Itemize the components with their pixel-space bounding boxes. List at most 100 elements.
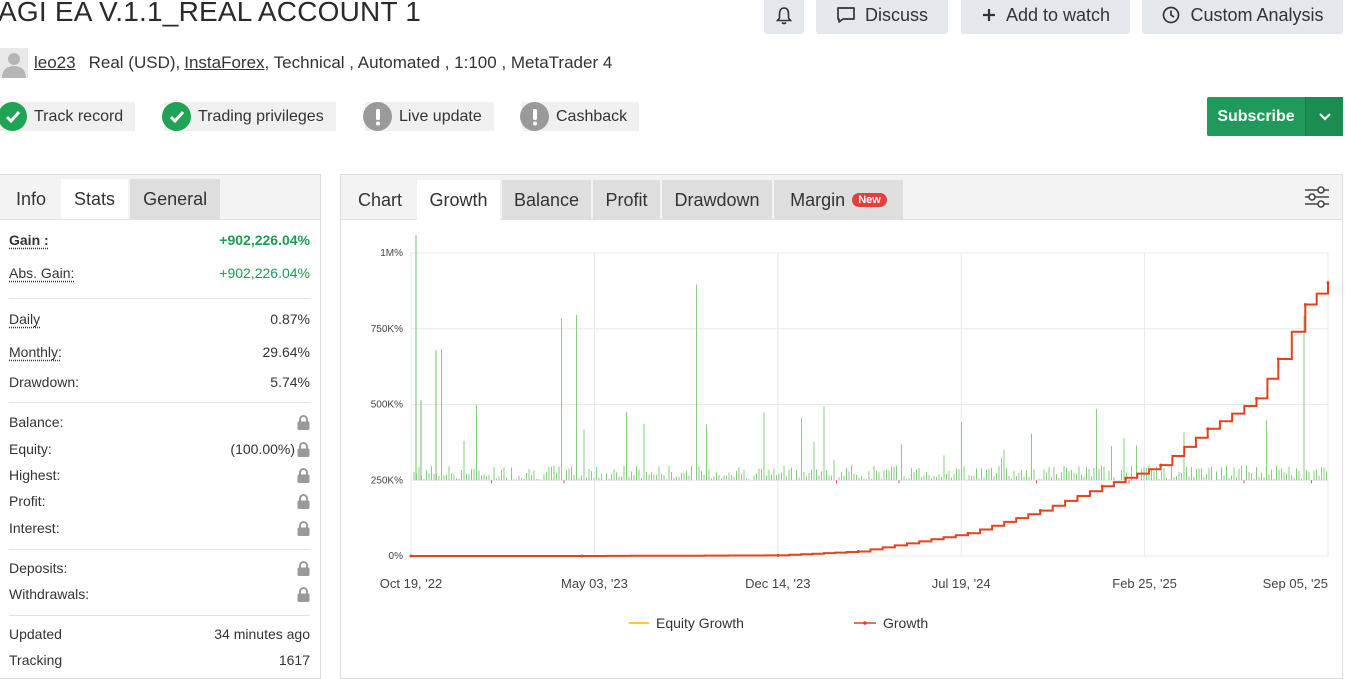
chart-settings-button[interactable] xyxy=(1304,185,1330,214)
growth-point xyxy=(580,554,584,558)
lock-icon[interactable] xyxy=(297,560,310,576)
badge-track-record[interactable]: Track record xyxy=(0,102,136,131)
lock-icon[interactable] xyxy=(297,520,310,536)
legend-marker xyxy=(854,621,876,625)
lock-icon[interactable] xyxy=(297,467,310,483)
stat-label: Interest: xyxy=(9,520,60,536)
stats-tabs: Info Stats General xyxy=(0,175,320,220)
stat-label[interactable]: Gain : xyxy=(9,232,49,248)
stat-equity: Equity: (100.00%) xyxy=(9,439,310,459)
stat-abs-gain: Abs. Gain: +902,226.04% xyxy=(9,263,310,283)
stat-value: 1617 xyxy=(278,652,310,668)
tab-balance[interactable]: Balance xyxy=(502,180,591,220)
add-to-watch-label: Add to watch xyxy=(1005,4,1111,25)
subscribe-label: Subscribe xyxy=(1217,107,1295,125)
chevron-down-icon xyxy=(1318,112,1331,121)
divider xyxy=(9,298,310,299)
check-icon xyxy=(0,102,27,131)
chart-tabs: Chart Growth Balance Profit Drawdown Mar… xyxy=(341,175,1342,220)
tab-growth[interactable]: Growth xyxy=(417,180,500,220)
x-tick-label: Jul 19, '24 xyxy=(932,576,991,591)
account-type: Real (USD), xyxy=(88,53,181,72)
growth-point xyxy=(856,549,860,553)
account-meta: leo23 Real (USD), InstaForex , Technical… xyxy=(0,48,612,78)
divider xyxy=(9,402,310,403)
badge-label: Trading privileges xyxy=(198,107,324,125)
subscribe-button[interactable]: Subscribe xyxy=(1207,97,1343,136)
growth-point xyxy=(776,553,780,557)
tab-general[interactable]: General xyxy=(130,179,221,219)
exclamation-icon xyxy=(520,102,549,131)
x-tick-label: Oct 19, '22 xyxy=(380,576,442,591)
stat-withdrawals: Withdrawals: xyxy=(9,584,310,604)
badge-cashback[interactable]: Cashback xyxy=(520,102,640,131)
stat-label[interactable]: Abs. Gain: xyxy=(9,265,75,281)
stat-value: 34 minutes ago xyxy=(214,626,310,642)
tab-info[interactable]: Info xyxy=(16,188,47,209)
legend-equity-growth[interactable]: Equity Growth xyxy=(629,615,744,631)
tab-margin-label: Margin xyxy=(790,189,846,210)
growth-point xyxy=(1038,509,1042,513)
divider xyxy=(9,549,310,550)
broker-link[interactable]: InstaForex xyxy=(184,53,265,72)
stat-label: Profit: xyxy=(9,493,46,509)
stat-deposits: Deposits: xyxy=(9,558,310,578)
y-tick-label: 1M% xyxy=(380,248,403,259)
growth-point xyxy=(409,554,413,558)
growth-point xyxy=(1255,396,1259,400)
legend-marker xyxy=(629,622,649,624)
legend-growth[interactable]: Growth xyxy=(854,615,928,631)
comment-icon xyxy=(837,7,855,23)
lock-icon[interactable] xyxy=(297,414,310,430)
lock-icon[interactable] xyxy=(297,586,310,602)
exclamation-icon xyxy=(363,102,392,131)
notification-button[interactable] xyxy=(764,0,804,34)
stat-label[interactable]: Daily xyxy=(9,311,41,327)
stat-balance: Balance: xyxy=(9,412,310,432)
stat-drawdown: Drawdown: 5.74% xyxy=(9,372,310,392)
growth-point xyxy=(1276,357,1280,361)
stat-value: 29.64% xyxy=(262,344,310,360)
plus-icon xyxy=(982,9,995,21)
badge-live-update[interactable]: Live update xyxy=(363,102,494,131)
bell-icon xyxy=(775,6,793,24)
badge-trading-privileges[interactable]: Trading privileges xyxy=(162,102,336,131)
lock-icon[interactable] xyxy=(297,441,310,457)
clock-icon xyxy=(1163,6,1180,24)
tab-chart[interactable]: Chart xyxy=(357,189,402,210)
stat-label: Updated xyxy=(9,626,62,642)
user-link[interactable]: leo23 xyxy=(34,53,76,72)
stat-label: Equity: xyxy=(9,441,52,457)
tab-stats[interactable]: Stats xyxy=(61,179,129,219)
custom-analysis-button[interactable]: Custom Analysis xyxy=(1142,0,1343,34)
badge-label: Track record xyxy=(34,107,124,125)
stat-label: Withdrawals: xyxy=(9,586,90,602)
tab-profit[interactable]: Profit xyxy=(593,180,660,220)
check-icon xyxy=(162,102,191,131)
tab-drawdown[interactable]: Drawdown xyxy=(662,180,772,220)
user-icon xyxy=(2,53,26,78)
account-details: , Technical , Automated , 1:100 , MetaTr… xyxy=(264,53,613,72)
subscribe-dropdown[interactable] xyxy=(1305,97,1343,136)
stat-tracking: Tracking 1617 xyxy=(9,650,310,670)
badge-label: Cashback xyxy=(556,107,628,125)
stat-value: +902,226.04% xyxy=(219,265,310,281)
avatar[interactable] xyxy=(0,48,28,78)
y-tick-label: 750K% xyxy=(371,324,403,335)
custom-analysis-label: Custom Analysis xyxy=(1190,4,1324,25)
stat-value: (100.00%) xyxy=(230,441,295,457)
stat-monthly: Monthly: 29.64% xyxy=(9,342,310,362)
y-tick-label: 0% xyxy=(389,551,404,562)
stat-label[interactable]: Monthly: xyxy=(9,344,62,360)
growth-chart[interactable]: 0% 250K% 500K% 750K% 1M% Oct 19, '22 May 03, '… xyxy=(341,235,1342,595)
y-tick-label: 250K% xyxy=(371,475,403,486)
tab-margin[interactable]: Margin New xyxy=(774,180,903,220)
x-tick-label: Sep 05, '25 xyxy=(1263,576,1328,591)
badge-label: Live update xyxy=(399,107,482,125)
stat-label: Balance: xyxy=(9,414,64,430)
stat-value-wrap: (100.00%) xyxy=(230,441,310,457)
lock-icon[interactable] xyxy=(297,493,310,509)
discuss-button[interactable]: Discuss xyxy=(816,0,948,34)
stat-highest: Highest: xyxy=(9,465,310,485)
add-to-watch-button[interactable]: Add to watch xyxy=(961,0,1130,34)
